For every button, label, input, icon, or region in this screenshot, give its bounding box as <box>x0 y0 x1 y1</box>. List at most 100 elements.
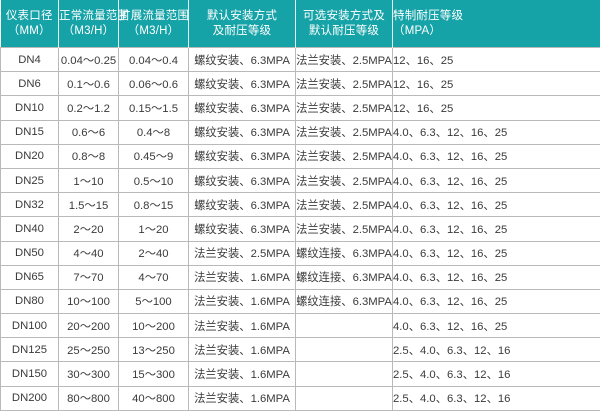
cell-custom-pressure: 4.0、6.3、12、16、25 <box>392 288 600 315</box>
table-body: DN4 0.04～0.25 0.04～0.4 螺纹安装、6.3MPA 法兰安装、2.5M… <box>0 46 600 411</box>
cell-custom-pressure: 4.0、6.3、12、16、25 <box>392 192 600 218</box>
cell-default-install: 法兰安装、1.6MPA <box>188 288 296 315</box>
cell-custom-pressure: 4.0、6.3、12、16、25 <box>392 313 600 339</box>
table-row: DN150 30～300 15～300 法兰安装、1.6MPA 2.5、4.0、6.3、… <box>0 361 600 387</box>
table-row: DN125 25～250 13～250 法兰安装、1.6MPA 2.5、4.0、6.3、… <box>0 337 600 363</box>
table-row: DN25 1～10 0.5～10 螺纹安装、6.3MPA 法兰安装、2.5MPA 4.0、… <box>0 167 600 194</box>
cell-extended-flow: 2～40 <box>118 240 189 266</box>
cell-diameter: DN125 <box>0 337 59 363</box>
cell-extended-flow: 0.8～15 <box>118 192 189 218</box>
table-row: DN50 4～40 2～40 法兰安装、2.5MPA 螺纹连接、6.3MPA 4.0、6.… <box>0 240 600 266</box>
cell-normal-flow: 30～300 <box>58 361 119 387</box>
cell-default-install: 法兰安装、1.6MPA <box>188 337 296 363</box>
cell-diameter: DN6 <box>0 71 59 97</box>
cell-extended-flow: 1～20 <box>118 216 189 242</box>
cell-extended-flow: 13～250 <box>118 337 189 363</box>
header-line-2: （MM） <box>7 24 51 37</box>
cell-diameter: DN25 <box>0 167 59 194</box>
cell-default-install: 法兰安装、1.6MPA <box>188 313 296 339</box>
cell-optional-install: 螺纹连接、6.3MPA <box>295 288 393 315</box>
table-row: DN40 2～20 1～20 螺纹安装、6.3MPA 法兰安装、2.5MPA 4.0、6.… <box>0 216 600 242</box>
column-header-optional-install: 可选安装方式及 默认耐压等级 <box>295 0 393 48</box>
cell-normal-flow: 0.6～6 <box>58 119 119 145</box>
cell-diameter: DN15 <box>0 119 59 145</box>
cell-diameter: DN20 <box>0 143 59 169</box>
cell-custom-pressure: 12、16、25 <box>392 46 600 73</box>
cell-default-install: 螺纹安装、6.3MPA <box>188 119 296 145</box>
cell-optional-install: 法兰安装、2.5MPA <box>295 119 393 145</box>
header-line-2: 默认耐压等级 <box>308 24 380 37</box>
cell-default-install: 螺纹安装、6.3MPA <box>188 46 296 73</box>
cell-diameter: DN50 <box>0 240 59 266</box>
cell-diameter: DN200 <box>0 385 59 411</box>
cell-normal-flow: 80～800 <box>58 385 119 411</box>
cell-optional-install <box>295 313 393 339</box>
column-header-extended-flow: 扩展流量范围 （M3/H） <box>118 0 190 48</box>
cell-optional-install <box>295 361 393 387</box>
column-header-custom-pressure: 特制耐压等级 （MPA） <box>393 0 600 48</box>
cell-default-install: 螺纹安装、6.3MPA <box>188 95 296 121</box>
cell-normal-flow: 20～200 <box>58 313 119 339</box>
cell-diameter: DN100 <box>0 313 59 339</box>
table-row: DN20 0.8～8 0.45～9 螺纹安装、6.3MPA 法兰安装、2.5MPA 4.0… <box>0 143 600 169</box>
cell-custom-pressure: 4.0、6.3、12、16、25 <box>392 119 600 145</box>
cell-normal-flow: 0.2～1.2 <box>58 95 119 121</box>
cell-normal-flow: 25～250 <box>58 337 119 363</box>
cell-default-install: 螺纹安装、6.3MPA <box>188 192 296 218</box>
cell-extended-flow: 0.06～0.6 <box>118 71 189 97</box>
cell-optional-install: 法兰安装、2.5MPA <box>295 46 393 73</box>
header-line-1: 默认安装方式 <box>206 9 278 22</box>
cell-optional-install: 法兰安装、2.5MPA <box>295 71 393 97</box>
cell-default-install: 螺纹安装、6.3MPA <box>188 71 296 97</box>
cell-custom-pressure: 2.5、4.0、6.3、12、16 <box>392 385 600 411</box>
table-row: DN10 0.2～1.2 0.15～1.5 螺纹安装、6.3MPA 法兰安装、2.5MP… <box>0 95 600 121</box>
cell-custom-pressure: 4.0、6.3、12、16、25 <box>392 143 600 169</box>
cell-extended-flow: 4～70 <box>118 264 189 290</box>
cell-optional-install: 法兰安装、2.5MPA <box>295 192 393 218</box>
column-header-normal-flow: 正常流量范围 （M3/H） <box>58 0 130 48</box>
cell-default-install: 法兰安装、2.5MPA <box>188 240 296 266</box>
cell-extended-flow: 15～300 <box>118 361 189 387</box>
cell-optional-install: 法兰安装、2.5MPA <box>295 167 393 194</box>
table-row: DN6 0.1～0.6 0.06～0.6 螺纹安装、6.3MPA 法兰安装、2.5MPA… <box>0 71 600 97</box>
cell-diameter: DN10 <box>0 95 59 121</box>
cell-normal-flow: 0.1～0.6 <box>58 71 119 97</box>
cell-default-install: 法兰安装、1.6MPA <box>188 361 296 387</box>
cell-custom-pressure: 4.0、6.3、12、16、25 <box>392 264 600 290</box>
cell-default-install: 螺纹安装、6.3MPA <box>188 167 296 194</box>
cell-optional-install: 法兰安装、2.5MPA <box>295 143 393 169</box>
cell-default-install: 法兰安装、1.6MPA <box>188 385 296 411</box>
table-row: DN100 20～200 10～200 法兰安装、1.6MPA 4.0、6.3、12、1… <box>0 313 600 339</box>
cell-custom-pressure: 2.5、4.0、6.3、12、16 <box>392 337 600 363</box>
cell-custom-pressure: 12、16、25 <box>392 71 600 97</box>
table-row: DN15 0.6～6 0.4～8 螺纹安装、6.3MPA 法兰安装、2.5MPA 4.0、… <box>0 119 600 145</box>
column-header-default-install: 默认安装方式 及耐压等级 <box>188 0 296 48</box>
header-line-1: 正常流量范围 <box>59 9 130 22</box>
cell-optional-install <box>295 337 393 363</box>
header-line-2: （MPA） <box>393 24 442 37</box>
cell-normal-flow: 4～40 <box>58 240 119 266</box>
table-row: DN200 80～800 40～800 法兰安装、1.6MPA 2.5、4.0、6.3、… <box>0 385 600 411</box>
table-row: DN32 1.5～15 0.8～15 螺纹安装、6.3MPA 法兰安装、2.5MPA 4.… <box>0 192 600 218</box>
cell-custom-pressure: 2.5、4.0、6.3、12、16 <box>392 361 600 387</box>
cell-normal-flow: 0.04～0.25 <box>58 46 119 73</box>
cell-extended-flow: 0.45～9 <box>118 143 189 169</box>
cell-optional-install: 螺纹连接、6.3MPA <box>295 240 393 266</box>
header-line-1: 扩展流量范围 <box>119 9 190 22</box>
cell-default-install: 螺纹安装、6.3MPA <box>188 216 296 242</box>
cell-diameter: DN65 <box>0 264 59 290</box>
table-row: DN65 7～70 4～70 法兰安装、1.6MPA 螺纹连接、6.3MPA 4.0、6.… <box>0 264 600 290</box>
header-line-1: 可选安装方式及 <box>303 9 385 22</box>
cell-default-install: 螺纹安装、6.3MPA <box>188 143 296 169</box>
cell-extended-flow: 0.15～1.5 <box>118 95 189 121</box>
cell-normal-flow: 2～20 <box>58 216 119 242</box>
cell-diameter: DN150 <box>0 361 59 387</box>
cell-normal-flow: 1～10 <box>58 167 119 194</box>
cell-custom-pressure: 4.0、6.3、12、16、25 <box>392 216 600 242</box>
cell-custom-pressure: 12、16、25 <box>392 95 600 121</box>
cell-normal-flow: 1.5～15 <box>58 192 119 218</box>
cell-optional-install: 法兰安装、2.5MPA <box>295 216 393 242</box>
table-header: 仪表口径 （MM） 正常流量范围 （M3/H） 扩展流量范围 （M3/H） 默认… <box>0 0 600 48</box>
header-line-2: （M3/H） <box>62 24 115 37</box>
